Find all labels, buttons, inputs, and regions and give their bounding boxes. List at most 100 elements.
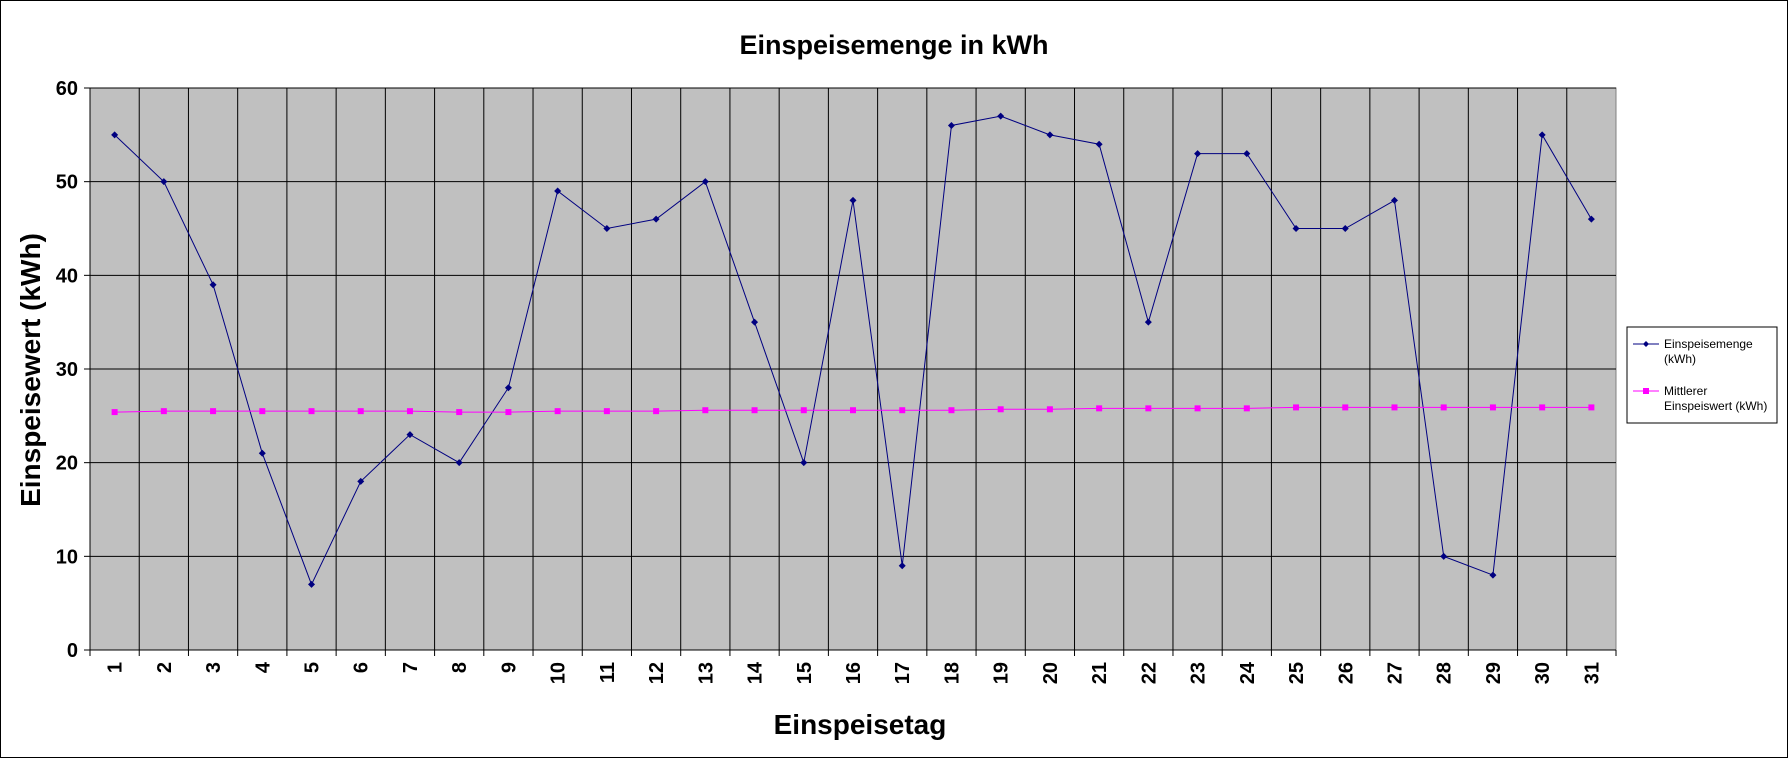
data-point bbox=[455, 459, 463, 467]
data-point bbox=[554, 187, 562, 195]
chart-title: Einspeisemenge in kWh bbox=[739, 30, 1048, 60]
y-tick-label: 50 bbox=[56, 172, 78, 194]
x-tick-label: 14 bbox=[745, 661, 767, 684]
data-point bbox=[1489, 404, 1496, 411]
legend: Einspeisemenge(kWh) MittlererEinspeiswert… bbox=[1626, 326, 1778, 424]
data-point bbox=[898, 562, 906, 570]
y-tick-label: 30 bbox=[56, 359, 78, 381]
data-point bbox=[504, 384, 512, 392]
data-point bbox=[210, 408, 217, 415]
data-point bbox=[751, 407, 758, 414]
x-tick-label: 23 bbox=[1188, 662, 1210, 684]
data-point bbox=[308, 580, 316, 588]
data-point bbox=[259, 408, 266, 415]
data-point bbox=[406, 431, 414, 439]
y-tick-label: 60 bbox=[56, 78, 78, 100]
data-point bbox=[1194, 150, 1202, 158]
x-tick-label: 17 bbox=[892, 662, 914, 684]
grid-lines bbox=[90, 87, 1616, 650]
data-point bbox=[505, 409, 512, 416]
data-point bbox=[1587, 215, 1595, 223]
x-tick-label: 21 bbox=[1089, 662, 1111, 684]
data-point bbox=[1046, 406, 1053, 413]
data-point bbox=[1292, 225, 1300, 232]
data-point bbox=[800, 407, 807, 414]
data-point bbox=[1440, 552, 1448, 560]
data-point bbox=[1538, 131, 1546, 139]
data-point bbox=[1342, 404, 1349, 411]
x-tick-label: 29 bbox=[1483, 662, 1505, 684]
data-point bbox=[948, 407, 955, 414]
data-point bbox=[653, 408, 660, 415]
data-point bbox=[1341, 225, 1349, 232]
x-tick-label: 11 bbox=[597, 662, 619, 683]
x-tick-label: 7 bbox=[400, 662, 422, 673]
data-point bbox=[1539, 404, 1546, 411]
data-point bbox=[1293, 404, 1300, 411]
x-tick-label: 9 bbox=[498, 662, 520, 673]
x-tick-label: 24 bbox=[1237, 661, 1259, 684]
y-tick-label: 0 bbox=[67, 640, 78, 662]
x-tick-label: 3 bbox=[203, 662, 225, 673]
x-tick-label: 5 bbox=[302, 662, 324, 673]
data-point bbox=[800, 459, 808, 467]
data-point bbox=[406, 408, 413, 415]
legend-label: (kWh) bbox=[1664, 352, 1696, 366]
x-tick-label: 20 bbox=[1040, 662, 1062, 684]
legend-marker bbox=[1643, 388, 1649, 394]
y-tick-label: 10 bbox=[56, 546, 78, 568]
x-tick-label: 6 bbox=[351, 662, 373, 673]
data-point bbox=[849, 196, 857, 204]
data-point bbox=[751, 318, 759, 326]
data-point bbox=[1046, 131, 1054, 139]
data-point bbox=[1390, 196, 1398, 204]
data-point bbox=[1588, 404, 1595, 411]
data-point bbox=[850, 407, 856, 414]
data-point bbox=[603, 408, 610, 415]
data-point bbox=[652, 215, 660, 223]
x-tick-label: 2 bbox=[154, 662, 176, 673]
data-point bbox=[1144, 318, 1152, 326]
x-tick-label: 27 bbox=[1384, 662, 1406, 684]
data-point bbox=[1243, 150, 1251, 158]
legend-label: Einspeisemenge bbox=[1664, 337, 1753, 351]
x-tick-label: 28 bbox=[1434, 662, 1456, 684]
data-point bbox=[1145, 405, 1152, 412]
data-point bbox=[1243, 405, 1250, 412]
data-point bbox=[1194, 405, 1201, 412]
legend-box bbox=[1626, 326, 1778, 424]
data-point bbox=[603, 225, 611, 232]
y-tick-label: 20 bbox=[56, 453, 78, 475]
x-tick-label: 18 bbox=[941, 662, 963, 684]
axes bbox=[84, 87, 1617, 656]
x-tick-label: 31 bbox=[1581, 662, 1603, 684]
x-tick-label: 22 bbox=[1138, 662, 1160, 684]
x-tick-label: 16 bbox=[843, 662, 865, 684]
y-tick-label: 40 bbox=[56, 265, 78, 287]
x-axis-title: Einspeisetag bbox=[774, 709, 947, 740]
data-point bbox=[1095, 140, 1103, 148]
data-point bbox=[997, 112, 1005, 120]
data-point bbox=[899, 407, 906, 414]
data-point bbox=[701, 178, 709, 186]
y-axis-title: Einspeisewert (kWh) bbox=[15, 233, 46, 507]
data-point bbox=[160, 178, 168, 186]
data-point bbox=[554, 408, 561, 415]
series-1 bbox=[111, 112, 1595, 588]
x-tick-label: 13 bbox=[695, 662, 717, 684]
data-point bbox=[258, 449, 266, 457]
data-point bbox=[997, 406, 1004, 413]
data-point bbox=[209, 281, 217, 289]
data-point bbox=[947, 121, 955, 129]
data-point bbox=[160, 408, 167, 415]
x-tick-label: 1 bbox=[105, 662, 127, 673]
legend-items: Einspeisemenge(kWh) MittlererEinspeiswert… bbox=[1633, 337, 1767, 413]
legend-label: Einspeiswert (kWh) bbox=[1664, 399, 1767, 413]
x-tick-label: 4 bbox=[252, 661, 274, 673]
data-point bbox=[1391, 404, 1398, 411]
data-point bbox=[357, 408, 364, 415]
data-point bbox=[357, 477, 365, 485]
x-tick-label: 8 bbox=[449, 662, 471, 673]
x-tick-label: 19 bbox=[991, 662, 1013, 684]
